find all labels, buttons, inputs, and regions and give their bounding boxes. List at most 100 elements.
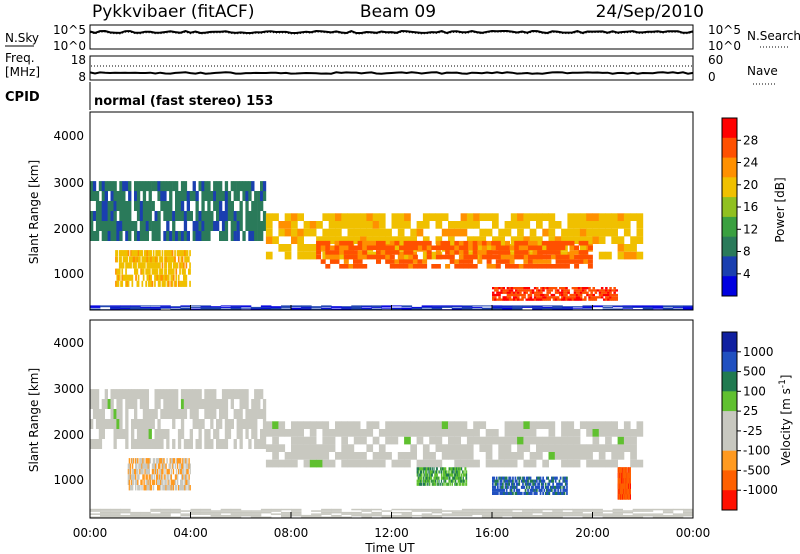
velocity-cell: [187, 485, 189, 491]
power-cell: [128, 274, 131, 281]
power-cell: [473, 236, 480, 244]
velocity-cell: [429, 421, 436, 429]
power-cell: [512, 305, 523, 307]
power-cell: [316, 254, 322, 260]
power-cell: [230, 306, 242, 308]
velocity-cell: [183, 399, 188, 409]
velocity-cell: [530, 485, 533, 489]
power-cell: [401, 307, 413, 309]
power-cell: [523, 250, 529, 255]
power-cell: [233, 211, 237, 221]
velocity-cell: [230, 399, 234, 409]
velocity-cell: [141, 485, 143, 491]
power-cell: [454, 259, 460, 264]
velocity-colorbar-tick-label: 500: [743, 365, 766, 379]
velocity-cell: [425, 467, 427, 471]
power-cell: [567, 221, 575, 229]
velocity-cell: [418, 467, 420, 471]
power-cell: [598, 228, 606, 237]
velocity-cell: [272, 436, 279, 445]
power-cell: [110, 181, 114, 192]
velocity-cell: [529, 436, 537, 445]
velocity-cell: [131, 474, 134, 480]
velocity-cell: [116, 389, 120, 400]
power-cell: [598, 236, 606, 244]
power-cell: [408, 259, 414, 264]
velocity-cell: [605, 459, 612, 468]
velocity-cell: [167, 474, 169, 480]
power-cell: [166, 250, 169, 257]
power-cell: [546, 259, 552, 264]
velocity-cell: [536, 444, 543, 452]
power-cell: [362, 245, 368, 251]
velocity-cell: [351, 508, 362, 511]
power-cell: [149, 256, 151, 263]
velocity-cell: [134, 419, 138, 429]
velocity-cell: [455, 467, 457, 471]
power-cell: [548, 291, 551, 294]
velocity-cell: [161, 474, 163, 480]
power-cell: [613, 293, 616, 297]
velocity-cell: [461, 470, 464, 474]
power-cell: [550, 287, 554, 290]
power-cell: [219, 201, 223, 211]
velocity-cell: [104, 389, 108, 400]
power-cell: [385, 254, 391, 260]
power-cell: [134, 250, 136, 257]
velocity-cell: [230, 510, 242, 512]
velocity-cell: [431, 511, 443, 514]
power-cell: [505, 259, 510, 264]
velocity-cell: [297, 452, 304, 460]
power-cell: [521, 296, 524, 299]
power-cell: [177, 231, 182, 241]
power-cell: [175, 211, 179, 221]
velocity-cell: [592, 421, 600, 429]
velocity-cell: [410, 421, 417, 429]
velocity-cell: [536, 452, 543, 460]
power-cell: [164, 256, 166, 263]
velocity-cell: [146, 474, 148, 480]
velocity-cell: [512, 511, 523, 514]
power-cell: [636, 228, 644, 237]
velocity-cell: [281, 516, 292, 518]
velocity-cell: [502, 511, 513, 514]
power-cell: [609, 298, 612, 301]
velocity-cell: [322, 452, 330, 460]
velocity-cell: [183, 458, 185, 464]
velocity-cell: [420, 476, 422, 480]
velocity-cell: [544, 491, 547, 495]
power-cell: [154, 181, 158, 192]
power-cell: [506, 289, 510, 292]
velocity-colorbar-swatch: [722, 450, 737, 471]
power-cell: [554, 296, 558, 299]
velocity-cell: [141, 468, 143, 475]
velocity-cell: [284, 429, 292, 437]
velocity-cell: [301, 514, 312, 517]
power-cell: [586, 213, 593, 221]
power-cell: [592, 293, 595, 297]
velocity-cell: [519, 491, 522, 495]
power-cell: [565, 296, 568, 299]
velocity-cell: [254, 399, 258, 409]
power-cell: [147, 280, 150, 287]
velocity-cell: [492, 488, 494, 492]
power-ytick-label: 2000: [53, 222, 84, 236]
power-cell: [495, 254, 501, 260]
power-cell: [161, 256, 164, 263]
velocity-cell: [262, 409, 267, 419]
velocity-cell: [630, 494, 631, 500]
power-cell: [265, 251, 273, 260]
velocity-cell: [136, 479, 138, 485]
power-cell: [533, 293, 537, 297]
velocity-cell: [221, 399, 226, 409]
power-cell: [617, 236, 625, 244]
velocity-cell: [260, 511, 272, 514]
velocity-cell: [559, 476, 562, 480]
velocity-cell: [175, 458, 178, 464]
velocity-cell: [544, 485, 547, 489]
velocity-cell: [157, 458, 159, 464]
power-cell: [623, 213, 631, 221]
power-cell: [220, 305, 232, 307]
power-cell: [672, 308, 684, 310]
power-cell: [198, 221, 202, 231]
